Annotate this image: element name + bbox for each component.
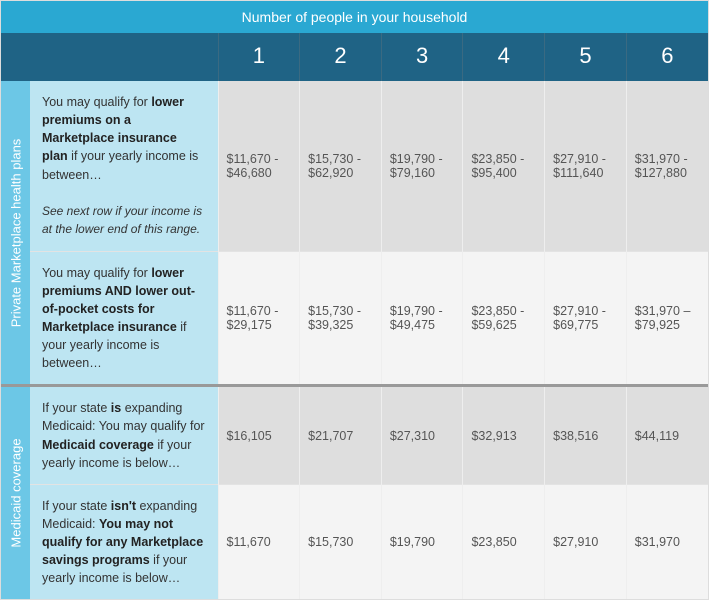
col-3: 3 (381, 33, 463, 81)
header-desc-blank (30, 33, 218, 81)
main-table: 1 2 3 4 5 6 Private Marketplace health p… (1, 33, 708, 599)
value-cell: $32,913 (463, 387, 545, 484)
value-cell: $44,119 (626, 387, 708, 484)
value-cell: $15,730 (300, 484, 382, 599)
value-cell: $38,516 (545, 387, 627, 484)
value-cell: $23,850 - $95,400 (463, 81, 545, 251)
value-cell: $27,910 (545, 484, 627, 599)
col-5: 5 (545, 33, 627, 81)
value-cell: $16,105 (218, 387, 300, 484)
value-cell: $21,707 (300, 387, 382, 484)
value-cell: $23,850 (463, 484, 545, 599)
table-title: Number of people in your household (1, 1, 708, 33)
value-cell: $11,670 - $46,680 (218, 81, 300, 251)
row-description: If your state isn't expanding Medicaid: … (30, 484, 218, 599)
value-cell: $27,910 - $69,775 (545, 251, 627, 384)
value-cell: $31,970 - $127,880 (626, 81, 708, 251)
section-side-label: Medicaid coverage (1, 387, 30, 599)
row-description: You may qualify for lower premiums on a … (30, 81, 218, 251)
table-row: Medicaid coverageIf your state is expand… (1, 387, 708, 484)
value-cell: $11,670 (218, 484, 300, 599)
value-cell: $19,790 (381, 484, 463, 599)
col-6: 6 (626, 33, 708, 81)
table-row: Private Marketplace health plansYou may … (1, 81, 708, 251)
row-description: If your state is expanding Medicaid: You… (30, 387, 218, 484)
col-4: 4 (463, 33, 545, 81)
table-row: You may qualify for lower premiums AND l… (1, 251, 708, 384)
value-cell: $23,850 - $59,625 (463, 251, 545, 384)
col-1: 1 (218, 33, 300, 81)
value-cell: $31,970 – $79,925 (626, 251, 708, 384)
value-cell: $15,730 - $39,325 (300, 251, 382, 384)
value-cell: $19,790 - $79,160 (381, 81, 463, 251)
value-cell: $31,970 (626, 484, 708, 599)
value-cell: $27,310 (381, 387, 463, 484)
section-side-label: Private Marketplace health plans (1, 81, 30, 384)
value-cell: $27,910 - $111,640 (545, 81, 627, 251)
header-row: 1 2 3 4 5 6 (1, 33, 708, 81)
col-2: 2 (300, 33, 382, 81)
value-cell: $11,670 - $29,175 (218, 251, 300, 384)
header-corner (1, 33, 30, 81)
income-eligibility-table: Number of people in your household 1 2 3… (0, 0, 709, 600)
row-description: You may qualify for lower premiums AND l… (30, 251, 218, 384)
table-row: If your state isn't expanding Medicaid: … (1, 484, 708, 599)
value-cell: $19,790 - $49,475 (381, 251, 463, 384)
value-cell: $15,730 - $62,920 (300, 81, 382, 251)
